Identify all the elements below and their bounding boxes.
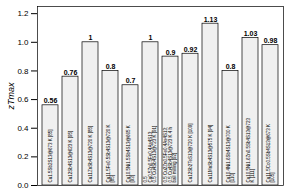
svg-text:Cu1.5Sb2S13@673 K [85]: Cu1.5Sb2S13@673 K [85] (48, 129, 53, 182)
svg-text:Cu12Sb2TeS13@720 K [109]: Cu12Sb2TeS13@720 K [109] (188, 123, 193, 182)
svg-text:0.76: 0.76 (64, 69, 78, 76)
svg-text:0.98: 0.98 (264, 37, 278, 44)
svg-text:0.7: 0.7 (126, 77, 136, 84)
svg-text:0.92: 0.92 (184, 46, 198, 53)
svg-text:Cu10.4Ni1.6Sb4S13@700 K[110]: Cu10.4Ni1.6Sb4S13@700 K[110] (226, 125, 236, 182)
svg-text:1: 1 (89, 34, 93, 41)
svg-text:1.13: 1.13 (204, 16, 218, 23)
svg-text:0.0: 0.0 (17, 181, 29, 189)
svg-text:0.2: 0.2 (17, 152, 29, 161)
svg-text:Cu12Sb4S13@623 K [95]: Cu12Sb4S13@623 K [95] (68, 131, 73, 183)
svg-text:Cu11.5Fe0.5Sb4S13@720 K[85]: Cu11.5Fe0.5Sb4S13@720 K[85] (106, 124, 116, 182)
svg-text:1.03: 1.03 (244, 30, 258, 37)
svg-text:0.9: 0.9 (166, 49, 176, 56)
svg-text:Cu11ZnSb4S13@720 K [85]: Cu11ZnSb4S13@720 K [85] (88, 126, 93, 183)
svg-text:0.8: 0.8 (17, 67, 29, 76)
svg-text:1: 1 (149, 34, 153, 41)
svg-text:Cu10.5Ni1.6Zn0.5Sb4S13@723K [1: Cu10.5Ni1.6Zn0.5Sb4S13@723K [111] (246, 117, 256, 182)
svg-text:0.5 Cu2Zn0.5Fe0.4As4S13;0.5 Cu: 0.5 Cu2Zn0.5Fe0.4As4S13;0.5 Cu4Sb4S13@72… (163, 126, 177, 182)
svg-text:1.2: 1.2 (17, 9, 29, 18)
svg-text:Cu11.5Co0.5Sb4S13@673 K[105]: Cu11.5Co0.5Sb4S13@673 K[105] (266, 124, 276, 183)
svg-text:0.6: 0.6 (17, 95, 29, 104)
svg-text:Cu11MnSb4S13@575 K [94]: Cu11MnSb4S13@575 K [94] (208, 125, 213, 183)
svg-text:0.56: 0.56 (44, 97, 58, 104)
svg-text:0.8: 0.8 (106, 63, 116, 70)
svg-text:Cu10.5Ni1.5Sb4S13@665 K[93]: Cu10.5Ni1.5Sb4S13@665 K[93] (126, 125, 136, 182)
svg-text:0.5Cu0.5Zn0.5Fe0.4As4S13;0.5 C: 0.5Cu0.5Zn0.5Fe0.4As4S13;0.5 Cu4Sb4S13@7… (143, 126, 157, 183)
svg-text:1.0: 1.0 (17, 38, 29, 47)
svg-text:zTmax: zTmax (6, 82, 16, 111)
svg-text:0.8: 0.8 (226, 63, 236, 70)
svg-text:0.4: 0.4 (17, 124, 29, 133)
